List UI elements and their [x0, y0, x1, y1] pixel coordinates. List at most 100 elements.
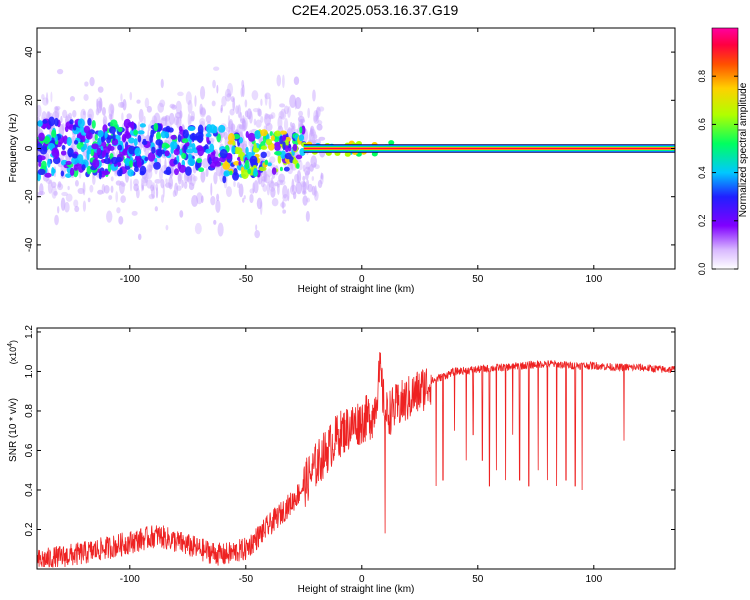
spectrogram-core-blob [131, 121, 135, 131]
colorbar-tick-label: 0.2 [697, 215, 707, 228]
spectrogram-core-blob [117, 144, 123, 151]
spectrogram-haze-blob [177, 91, 184, 97]
spectrogram-core-blob [137, 134, 142, 143]
spectrogram-core-blob [60, 150, 67, 156]
spectrogram-core-blob [245, 146, 249, 155]
spectrogram-haze-blob [179, 109, 182, 122]
spectrogram-haze-blob [50, 91, 53, 103]
spectrogram-haze-blob [313, 114, 320, 124]
spectrogram-core-blob [106, 136, 111, 144]
spectrogram-haze-blob [99, 97, 103, 112]
spectrogram-haze-blob [56, 68, 64, 75]
spectrogram-haze-blob [274, 181, 278, 187]
spectrogram-core-blob [51, 147, 60, 158]
spectrogram-haze-blob [60, 197, 66, 211]
spectrogram-haze-blob [52, 111, 60, 120]
spectrogram-haze-blob [64, 201, 70, 213]
spectrogram-haze-blob [260, 98, 263, 107]
spectrogram-haze-blob [253, 180, 259, 194]
spectrogram-haze-blob [309, 128, 316, 137]
spectrogram-core-blob [91, 143, 99, 150]
spectrogram-core-blob [51, 136, 55, 144]
spectrogram-core-blob [125, 132, 132, 139]
spectrogram-core-blob [154, 158, 158, 163]
spectrogram-haze-blob [165, 178, 168, 184]
spectrogram-haze-blob [260, 179, 265, 188]
spectrogram-haze-blob [120, 182, 126, 187]
y-tick-label: 20 [24, 94, 35, 106]
spectrogram-haze-blob [97, 86, 104, 93]
spectrogram-core-blob [264, 159, 268, 166]
spectrogram-x-axis-label: Height of straight line (km) [298, 284, 415, 295]
spectrogram-haze-blob [83, 110, 86, 116]
spectrogram-haze-blob [101, 107, 106, 116]
spectrogram-haze-blob [165, 115, 168, 129]
spectrogram-core-blob [104, 131, 108, 139]
spectrogram-haze-blob [287, 188, 290, 202]
spectrogram-haze-blob [255, 224, 258, 231]
spectrogram-haze-blob [41, 94, 45, 100]
spectrogram-haze-blob [97, 96, 103, 109]
spectrogram-core-blob [135, 155, 140, 162]
spectrogram-haze-blob [254, 230, 261, 239]
spectrogram-haze-blob [187, 113, 191, 126]
spectrogram-haze-blob [253, 118, 257, 126]
spectrogram-haze-blob [315, 110, 319, 122]
spectrogram-core-blob [147, 152, 156, 162]
spectrogram-core-blob [267, 162, 272, 167]
spectrogram-haze-blob [296, 170, 302, 184]
spectrogram-core-blob [123, 148, 128, 153]
spectrogram-haze-blob [302, 195, 308, 206]
spectrogram-haze-blob [313, 162, 317, 168]
spectrogram-core-blob [296, 163, 300, 169]
spectrogram-haze-blob [60, 115, 63, 123]
spectrogram-haze-blob [108, 195, 113, 200]
spectrogram-haze-blob [264, 113, 272, 126]
spectrogram-haze-blob [194, 95, 197, 107]
spectrogram-core-blob [150, 129, 155, 139]
spectrogram-haze-blob [120, 195, 126, 204]
snr-y-axis-label: SNR (10 * v/v) [8, 398, 19, 462]
spectrogram-haze-blob [238, 183, 244, 198]
spectrogram-haze-blob [190, 115, 195, 122]
spectrogram-core-blob [66, 136, 72, 146]
spectrogram-haze-blob [148, 159, 154, 169]
spectrogram-core-blob [244, 159, 250, 170]
spectrogram-haze-blob [120, 93, 123, 102]
spectrogram-haze-blob [249, 188, 255, 194]
spectrogram-haze-blob [210, 195, 216, 206]
x-tick-label: -50 [239, 274, 254, 285]
spectrogram-haze-blob [87, 108, 94, 122]
spectrogram-haze-blob [249, 193, 254, 204]
spectrogram-haze-blob [146, 164, 153, 173]
spectrogram-haze-blob [213, 66, 220, 71]
spectrogram-core-blob [96, 147, 102, 156]
spectrogram-haze-blob [92, 174, 96, 186]
spectrogram-core-blob [277, 154, 282, 164]
spectrogram-haze-blob [190, 110, 195, 121]
spectrogram-haze-blob [301, 181, 307, 194]
x-tick-label: 100 [585, 274, 602, 285]
spectrogram-core-blob [214, 161, 222, 167]
spectrogram-haze-blob [147, 129, 150, 144]
spectrogram-haze-blob [205, 168, 209, 178]
spectrogram-haze-blob [53, 190, 58, 196]
y-tick-label: -20 [24, 189, 35, 204]
spectrogram-haze-blob [133, 178, 139, 186]
spectrogram-haze-blob [270, 112, 276, 119]
snr-series-line [37, 352, 675, 568]
spectrogram-core-blob [187, 153, 193, 160]
spectrogram-haze-blob [209, 137, 215, 143]
spectrogram-haze-blob [121, 112, 124, 121]
spectrogram-core-blob [91, 119, 96, 129]
y-tick-label: 0.6 [24, 443, 35, 457]
spectrogram-haze-blob [78, 172, 82, 179]
spectrogram-core-blob [223, 171, 229, 177]
spectrogram-haze-blob [57, 181, 62, 188]
spectrogram-haze-blob [244, 140, 248, 148]
spectrogram-core-blob [247, 132, 256, 142]
spectrogram-haze-blob [295, 181, 303, 195]
spectrogram-haze-blob [316, 123, 323, 131]
spectrogram-core-blob [205, 132, 212, 138]
spectrogram-core-blob [247, 168, 252, 174]
